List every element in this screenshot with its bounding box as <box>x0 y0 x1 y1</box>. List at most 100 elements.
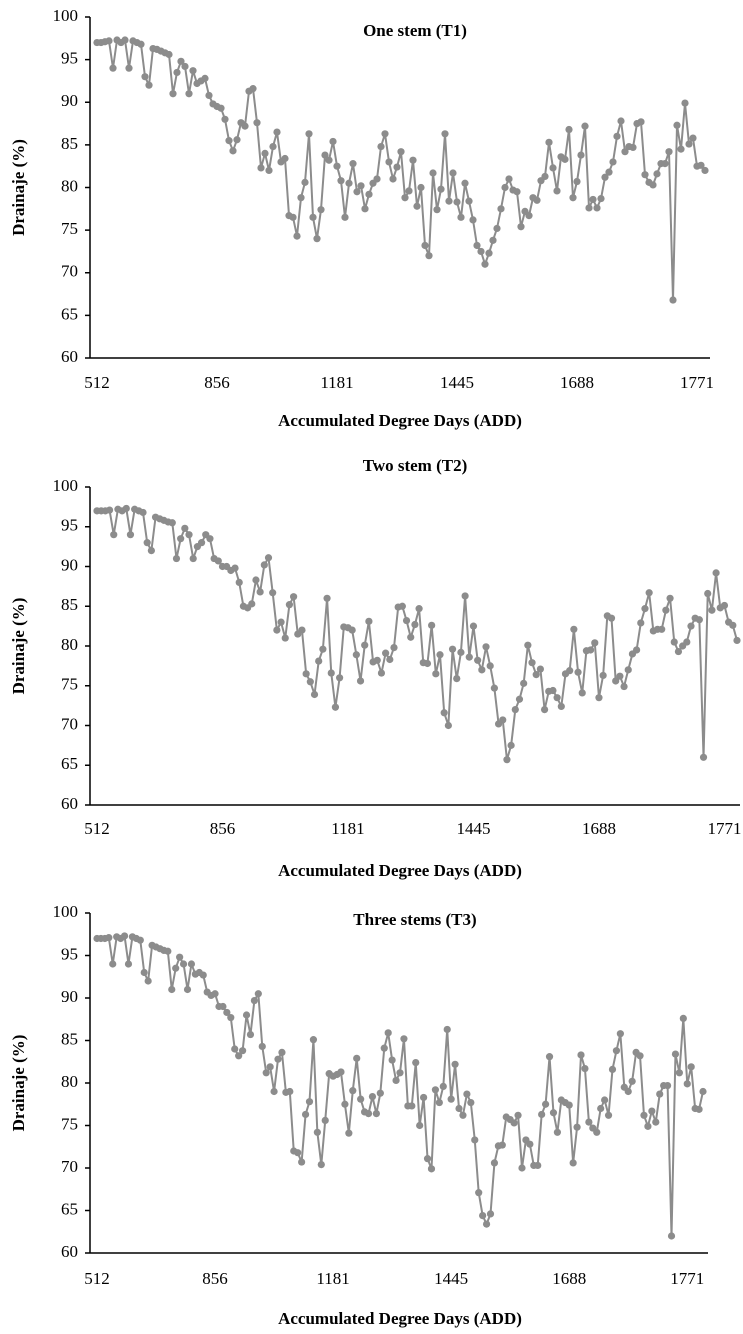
data-point <box>254 990 262 998</box>
data-point <box>238 1047 247 1055</box>
x-tick-label: 1445 <box>434 1269 468 1288</box>
y-tick-label: 70 <box>61 1157 78 1176</box>
data-point <box>373 175 381 183</box>
y-tick-label: 60 <box>61 1242 78 1261</box>
data-point <box>317 206 325 214</box>
data-point <box>665 148 673 156</box>
data-point <box>699 1087 707 1096</box>
y-tick-label: 90 <box>61 987 78 1006</box>
data-point <box>461 592 469 600</box>
data-point <box>597 1104 605 1113</box>
data-point <box>273 626 281 634</box>
data-point <box>490 1159 499 1167</box>
data-point <box>515 695 524 703</box>
data-point <box>644 1122 652 1130</box>
data-point <box>361 641 369 649</box>
data-point <box>321 1116 329 1124</box>
y-tick-label: 80 <box>61 1072 78 1091</box>
data-point <box>416 1121 424 1130</box>
data-point <box>386 655 394 664</box>
data-point <box>471 1136 479 1144</box>
y-tick-label: 85 <box>61 595 78 614</box>
data-point <box>183 985 192 994</box>
data-point <box>401 194 409 202</box>
data-point <box>553 187 561 195</box>
y-tick-label: 75 <box>61 1114 78 1133</box>
data-point <box>319 645 327 653</box>
data-point <box>302 670 310 678</box>
data-point <box>270 1087 278 1096</box>
data-point <box>585 204 593 212</box>
data-point <box>397 148 405 156</box>
data-point <box>511 706 519 714</box>
data-point <box>604 1111 613 1119</box>
data-point <box>541 172 549 181</box>
data-point <box>675 1069 683 1077</box>
data-point <box>349 160 357 168</box>
data-point <box>431 1086 440 1094</box>
data-point <box>435 1098 443 1107</box>
data-point <box>341 213 349 221</box>
data-point <box>382 649 390 657</box>
data-point <box>467 1098 475 1107</box>
data-point <box>246 1030 255 1039</box>
data-point <box>699 753 708 761</box>
x-tick-label: 1688 <box>582 819 616 838</box>
x-tick-label: 1688 <box>552 1269 586 1288</box>
data-point <box>306 678 314 686</box>
data-point <box>223 1008 231 1017</box>
data-point <box>573 1123 581 1131</box>
data-point <box>593 204 601 212</box>
data-point <box>231 564 239 572</box>
x-tick-label: 512 <box>84 819 110 838</box>
data-point <box>365 617 373 625</box>
data-point <box>227 1013 235 1022</box>
data-point <box>674 647 683 656</box>
data-point <box>269 142 277 151</box>
data-point <box>329 137 337 146</box>
data-point <box>574 668 582 676</box>
data-point <box>473 241 481 250</box>
data-point <box>482 1220 491 1228</box>
data-point <box>612 1047 621 1055</box>
y-tick-label: 100 <box>53 476 79 495</box>
data-point <box>109 64 117 72</box>
data-point <box>140 968 148 977</box>
data-point <box>608 1065 617 1073</box>
data-point <box>256 588 264 596</box>
data-point <box>497 205 505 213</box>
y-tick-label: 90 <box>61 555 78 574</box>
data-point <box>423 659 432 668</box>
data-point <box>701 166 709 175</box>
data-point <box>231 1045 239 1053</box>
data-point <box>507 741 515 749</box>
data-point <box>683 638 691 646</box>
data-point <box>486 662 494 670</box>
data-point <box>384 1029 392 1037</box>
data-point <box>637 118 645 126</box>
data-point <box>451 1060 459 1068</box>
data-point <box>206 535 214 543</box>
data-point <box>278 1048 286 1056</box>
data-point <box>221 115 229 123</box>
y-tick-label: 65 <box>61 754 78 773</box>
y-tick-label: 80 <box>61 635 78 654</box>
data-point <box>589 195 597 204</box>
data-point <box>177 535 185 543</box>
data-point <box>421 241 429 250</box>
data-point <box>671 1050 680 1058</box>
data-point <box>281 154 289 163</box>
data-point <box>493 224 501 233</box>
data-point <box>297 194 305 202</box>
data-point <box>549 164 557 172</box>
data-point <box>124 960 133 968</box>
data-point <box>447 1095 455 1103</box>
data-point <box>663 1081 672 1090</box>
data-point <box>538 1110 546 1119</box>
data-point <box>214 557 222 565</box>
data-point <box>569 194 577 202</box>
data-point <box>597 194 605 203</box>
data-point <box>281 634 289 642</box>
x-axis-label: Accumulated Degree Days (ADD) <box>278 1309 522 1328</box>
